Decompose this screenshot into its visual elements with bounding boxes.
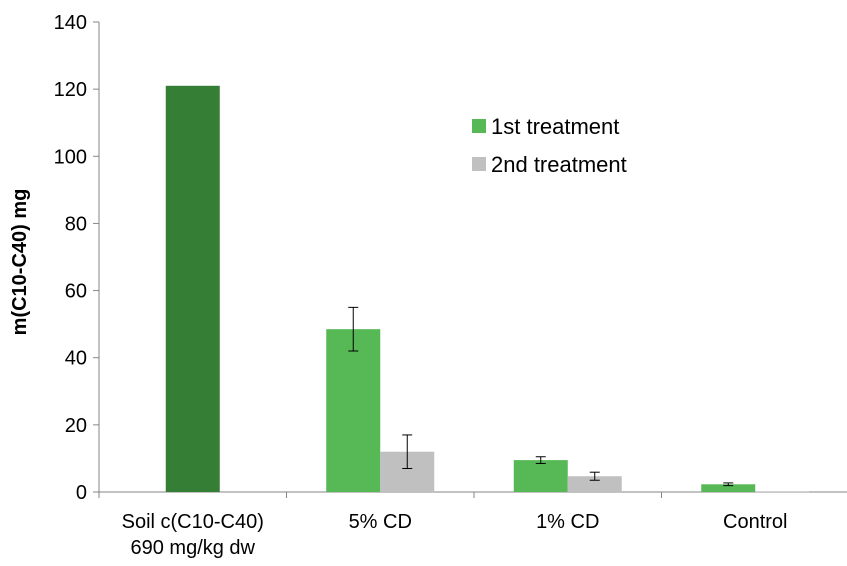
y-tick-label: 60 xyxy=(65,281,87,303)
chart-legend: 1st treatment 2nd treatment xyxy=(472,114,627,177)
legend-swatch xyxy=(472,157,486,171)
bar-first-treatment xyxy=(513,460,568,492)
y-axis-label: m(C10-C40) mg xyxy=(9,189,31,336)
legend-label: 1st treatment xyxy=(491,114,619,139)
bar-soil xyxy=(165,85,220,493)
x-category-label: 5% CD xyxy=(349,511,412,533)
legend-label: 2nd treatment xyxy=(491,152,627,177)
x-axis-labels: Soil c(C10-C40) 690 mg/kg dw 5% CD 1% CD Con… xyxy=(122,511,788,559)
y-tick-label: 140 xyxy=(54,12,87,34)
y-tick-label: 40 xyxy=(65,348,87,370)
bar-first-treatment xyxy=(701,484,756,492)
legend-swatch xyxy=(472,119,486,133)
bar-first-treatment xyxy=(326,329,381,492)
x-category-label: Soil c(C10-C40) xyxy=(122,511,264,533)
y-tick-label: 100 xyxy=(54,146,87,168)
y-tick-label: 0 xyxy=(76,482,87,504)
x-category-label: 690 mg/kg dw xyxy=(130,537,255,559)
bar-second-treatment xyxy=(755,491,810,493)
y-tick-label: 80 xyxy=(65,213,87,235)
x-category-label: 1% CD xyxy=(536,511,599,533)
chart-bars xyxy=(165,85,810,493)
y-tick-label: 120 xyxy=(54,79,87,101)
y-axis-ticks: 0 20 40 60 80 100 120 140 xyxy=(54,12,99,504)
bar-second-treatment xyxy=(567,476,622,492)
y-tick-label: 20 xyxy=(65,415,87,437)
x-category-label: Control xyxy=(723,511,787,533)
